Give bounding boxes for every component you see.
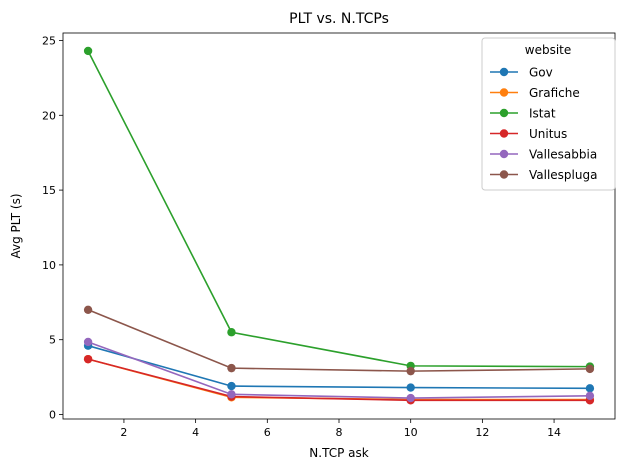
legend-swatch-marker <box>499 108 509 118</box>
series-vallesabbia <box>83 337 595 403</box>
data-point-vallespluga <box>83 305 93 314</box>
data-point-vallesabbia <box>406 393 415 403</box>
series-line-istat <box>87 50 590 368</box>
y-axis-ticks: 0 5 10 15 20 25 <box>42 34 63 422</box>
y-axis-label: Avg PLT (s) <box>9 193 23 258</box>
data-point-vallespluga <box>406 366 415 376</box>
series-line-vallespluga <box>87 309 590 372</box>
x-tick-label: 12 <box>475 426 489 439</box>
data-point-istat <box>227 328 236 337</box>
data-point-gov <box>585 384 595 393</box>
legend-label: Grafiche <box>529 86 580 100</box>
legend-swatch-marker <box>499 170 509 179</box>
legend-title: website <box>525 43 572 57</box>
data-point-gov <box>227 381 236 391</box>
legend-label: Vallespluga <box>529 168 597 182</box>
x-tick-label: 10 <box>404 426 418 439</box>
data-point-vallesabbia <box>227 390 236 399</box>
legend-frame <box>481 37 616 191</box>
x-axis-label: N.TCP ask <box>309 446 368 460</box>
legend-swatch-marker <box>499 149 509 159</box>
series-line-unitus <box>87 358 590 402</box>
legend-item-grafiche: Grafiche <box>490 86 580 100</box>
legend-label: Unitus <box>529 127 567 141</box>
series-layer <box>83 46 595 405</box>
x-tick-label: 4 <box>192 426 199 439</box>
legend-swatch-marker <box>499 129 509 138</box>
y-tick-label: 5 <box>49 334 56 347</box>
y-tick-label: 10 <box>42 259 56 272</box>
data-point-unitus <box>83 354 93 364</box>
x-tick-label: 2 <box>120 426 127 439</box>
x-tick-label: 8 <box>336 426 343 439</box>
legend-item-gov: Gov <box>490 66 553 80</box>
legend-item-vallesabbia: Vallesabbia <box>490 148 597 162</box>
series-vallespluga <box>83 305 595 376</box>
y-tick-label: 20 <box>42 109 56 122</box>
data-point-vallesabbia <box>585 391 595 401</box>
y-tick-label: 15 <box>42 184 56 197</box>
x-axis-ticks: 2 4 6 8 10 12 14 <box>120 419 561 439</box>
legend-swatch-marker <box>499 67 509 77</box>
data-point-vallespluga <box>585 364 595 374</box>
y-tick-label: 25 <box>42 34 56 47</box>
series-gov <box>83 341 595 393</box>
x-tick-label: 6 <box>264 426 271 439</box>
data-point-gov <box>406 383 415 392</box>
data-point-istat <box>83 46 93 56</box>
data-point-vallespluga <box>227 363 236 373</box>
legend-label: Vallesabbia <box>529 148 597 162</box>
series-line-vallesabbia <box>87 341 590 399</box>
legend-label: Gov <box>529 66 553 80</box>
y-tick-label: 0 <box>49 409 56 422</box>
x-tick-label: 14 <box>547 426 561 439</box>
chart-title: PLT vs. N.TCPs <box>289 11 389 27</box>
series-line-gov <box>87 344 590 390</box>
legend-swatch-marker <box>499 88 509 97</box>
legend-items: Gov Grafiche Istat Unitus Vallesabbia Vallesp… <box>490 66 597 182</box>
legend-item-istat: Istat <box>490 107 556 121</box>
legend-item-unitus: Unitus <box>490 127 567 141</box>
legend-label: Istat <box>529 107 556 121</box>
legend-item-vallespluga: Vallespluga <box>490 168 597 182</box>
legend: website Gov Grafiche Istat Unitus Vallesabbi… <box>481 37 616 191</box>
data-point-vallesabbia <box>83 337 93 347</box>
